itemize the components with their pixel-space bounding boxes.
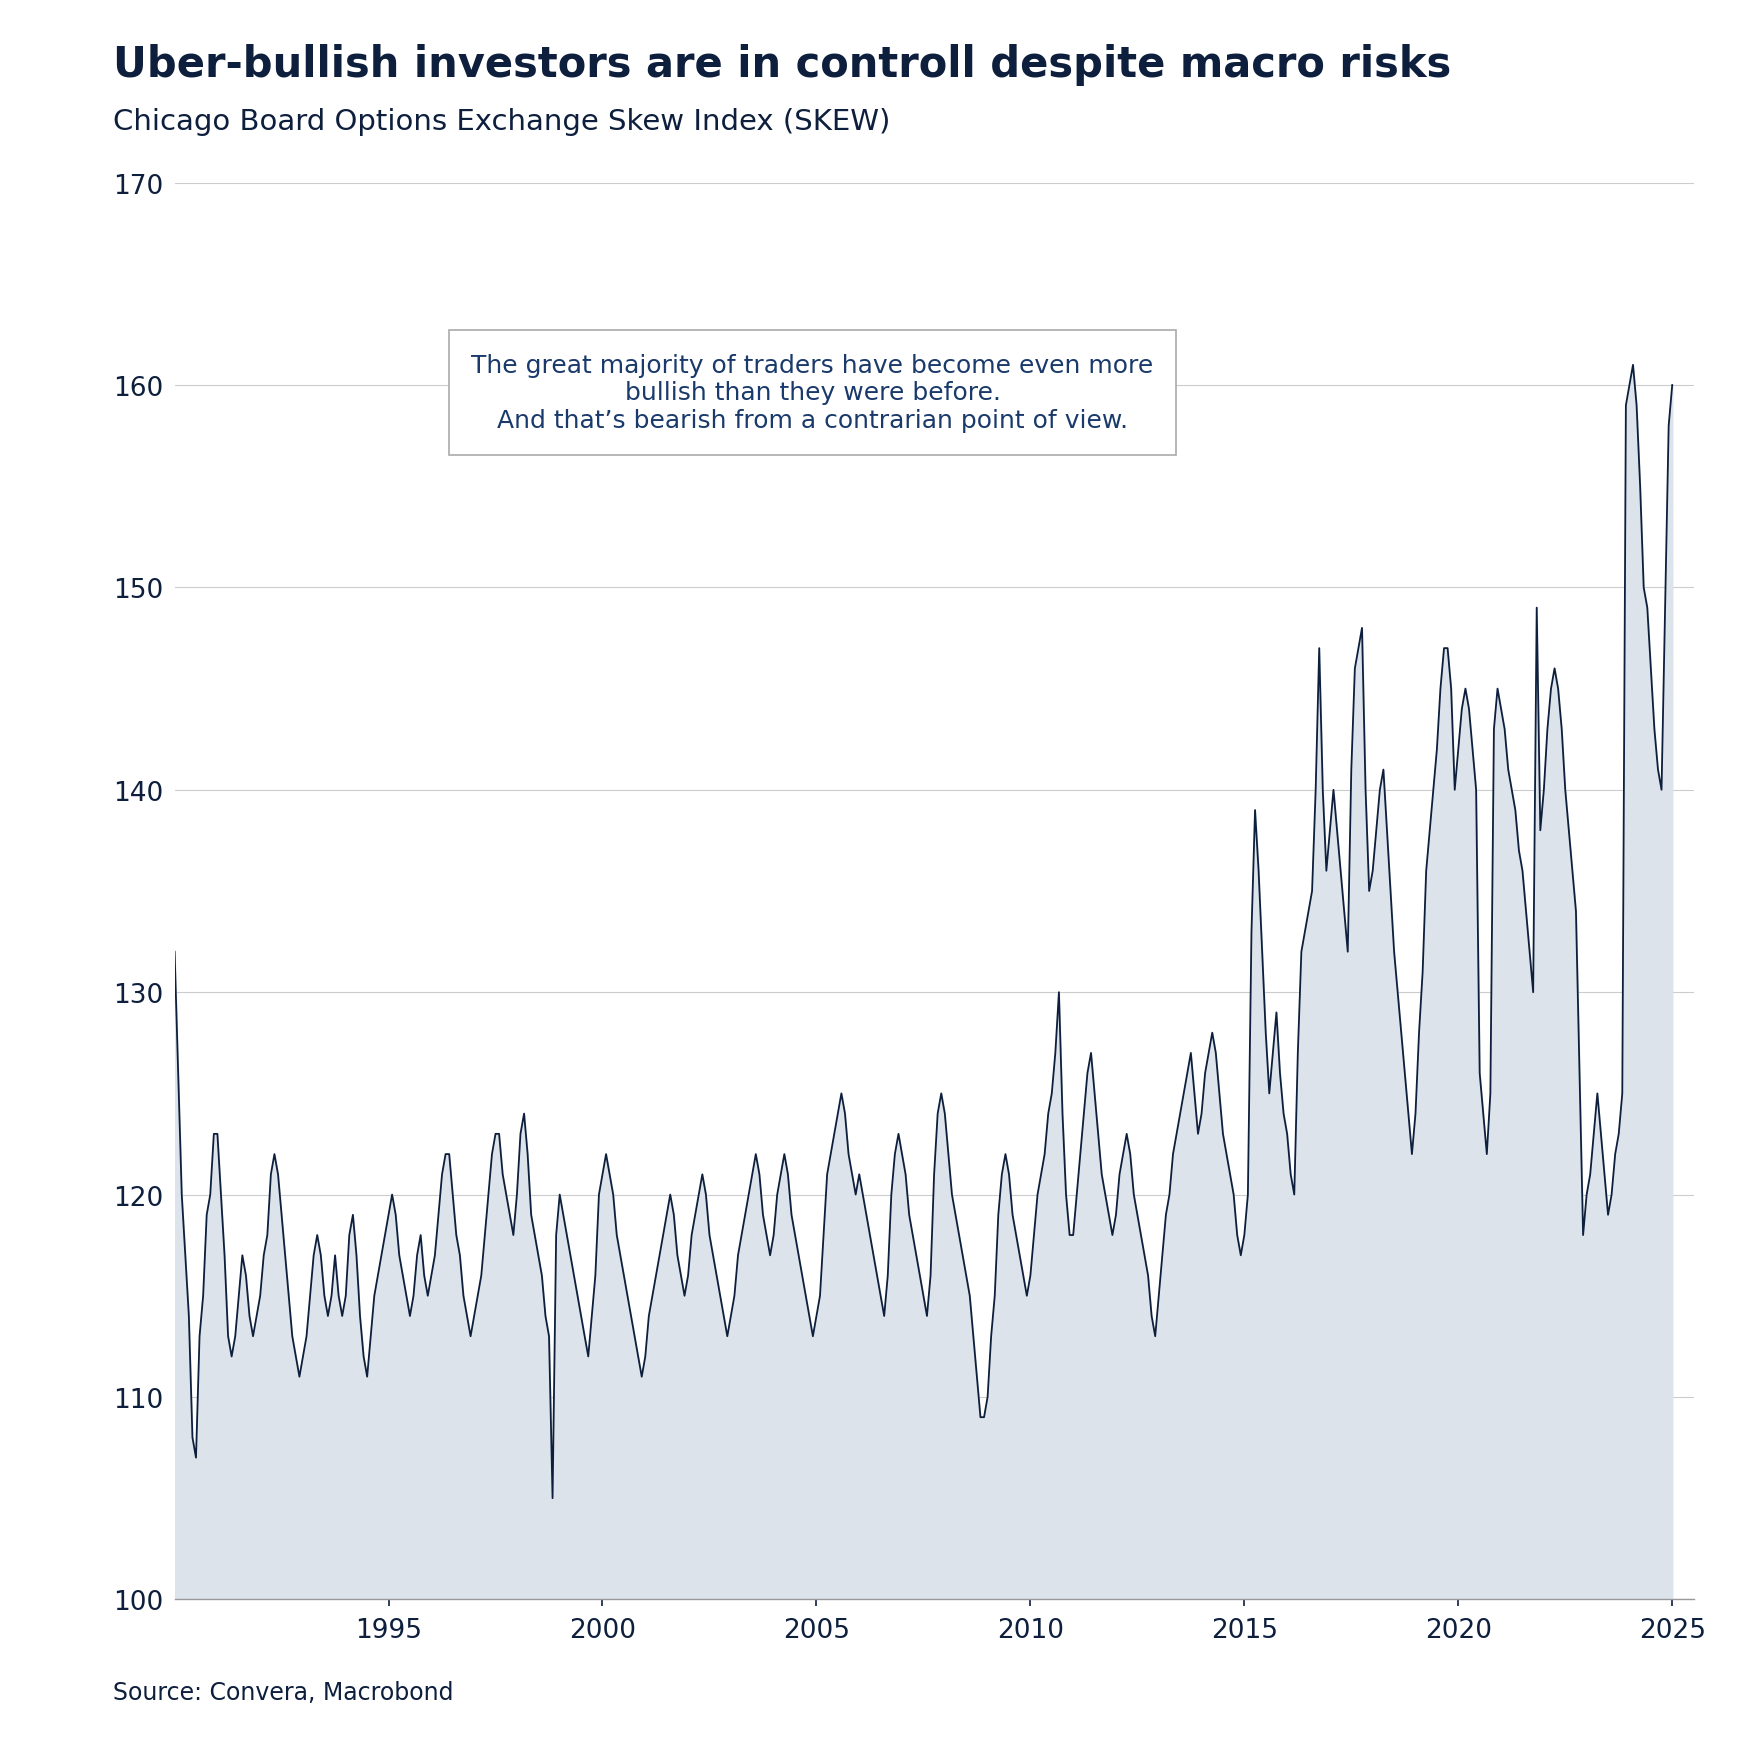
Text: Source: Convera, Macrobond: Source: Convera, Macrobond xyxy=(113,1680,454,1704)
Text: Chicago Board Options Exchange Skew Index (SKEW): Chicago Board Options Exchange Skew Inde… xyxy=(113,108,890,136)
Text: The great majority of traders have become even more
bullish than they were befor: The great majority of traders have becom… xyxy=(471,353,1154,434)
Text: Uber-bullish investors are in controll despite macro risks: Uber-bullish investors are in controll d… xyxy=(113,44,1451,86)
